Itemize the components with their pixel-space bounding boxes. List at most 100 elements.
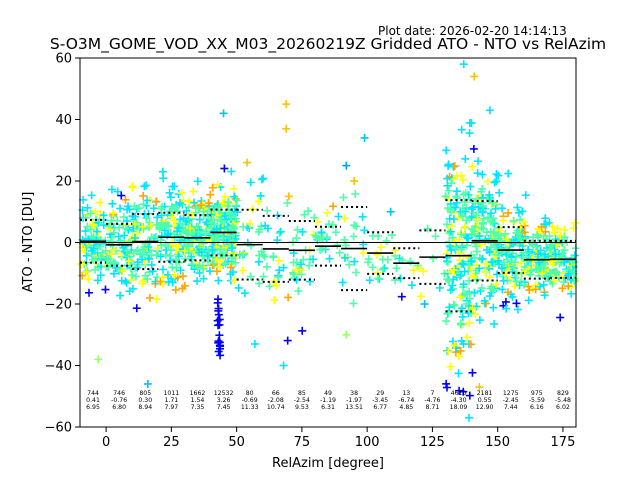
bin-count-label: 13 bbox=[402, 390, 410, 397]
scatter-point bbox=[152, 197, 161, 206]
scatter-point bbox=[116, 204, 125, 213]
scatter-point bbox=[82, 268, 91, 277]
scatter-point bbox=[168, 213, 177, 222]
scatter-point bbox=[465, 118, 474, 127]
scatter-point bbox=[454, 352, 463, 361]
scatter-point bbox=[208, 246, 217, 255]
scatter-point bbox=[243, 158, 252, 167]
scatter-point bbox=[129, 249, 138, 258]
scatter-point bbox=[212, 201, 221, 210]
x-tick-label: 100 bbox=[355, 435, 380, 450]
scatter-point bbox=[176, 266, 185, 275]
scatter-point bbox=[499, 276, 508, 285]
scatter-point bbox=[260, 252, 269, 261]
x-tick-label: 0 bbox=[102, 435, 110, 450]
scatter-point bbox=[137, 255, 146, 264]
bin-std-label: 6.77 bbox=[373, 404, 387, 411]
scatter-point bbox=[488, 198, 497, 207]
scatter-point bbox=[392, 264, 401, 273]
scatter-point bbox=[495, 188, 504, 197]
scatter-point bbox=[445, 229, 454, 238]
scatter-point bbox=[429, 254, 438, 263]
scatter-point bbox=[435, 283, 444, 292]
scatter-point bbox=[143, 196, 152, 205]
scatter-point bbox=[184, 197, 193, 206]
scatter-point bbox=[461, 154, 470, 163]
scatter-point bbox=[480, 296, 489, 305]
bin-count-label: 1662 bbox=[190, 390, 206, 397]
scatter-point bbox=[513, 203, 522, 212]
scatter-point bbox=[231, 258, 240, 267]
scatter-point bbox=[520, 237, 529, 246]
scatter-point bbox=[276, 227, 285, 236]
scatter-point bbox=[442, 383, 451, 392]
scatter-point bbox=[246, 178, 255, 187]
scatter-point bbox=[104, 254, 113, 263]
scatter-point bbox=[467, 257, 476, 266]
scatter-point bbox=[496, 247, 505, 256]
scatter-point bbox=[166, 256, 175, 265]
scatter-point bbox=[517, 259, 526, 268]
scatter-point bbox=[134, 204, 143, 213]
bin-count-label: 12532 bbox=[214, 390, 234, 397]
bin-count-label: 805 bbox=[139, 390, 151, 397]
scatter-point bbox=[494, 171, 503, 180]
scatter-point bbox=[80, 247, 89, 256]
bin-mean-label: -1.97 bbox=[346, 397, 362, 404]
scatter-point bbox=[431, 232, 440, 241]
scatter-point bbox=[387, 231, 396, 240]
scatter-point bbox=[454, 213, 463, 222]
scatter-point bbox=[498, 264, 507, 273]
scatter-point bbox=[182, 229, 191, 238]
bin-mean-label: -0.76 bbox=[111, 397, 127, 404]
scatter-point bbox=[216, 245, 225, 254]
scatter-point bbox=[188, 260, 197, 269]
scatter-point bbox=[131, 233, 140, 242]
y-tick-label: −40 bbox=[45, 359, 72, 374]
scatter-point bbox=[442, 379, 451, 388]
scatter-point bbox=[452, 187, 461, 196]
scatter-point bbox=[350, 177, 359, 185]
scatter-point bbox=[373, 250, 382, 259]
scatter-point bbox=[560, 233, 569, 242]
scatter-point bbox=[532, 265, 541, 274]
scatter-point bbox=[87, 191, 96, 200]
scatter-point bbox=[493, 270, 502, 279]
scatter-point bbox=[159, 273, 168, 282]
scatter-point bbox=[215, 315, 224, 324]
scatter-point bbox=[463, 290, 472, 299]
scatter-point bbox=[110, 228, 119, 237]
scatter-point bbox=[96, 271, 105, 280]
scatter-point bbox=[146, 222, 155, 231]
scatter-point bbox=[127, 276, 136, 285]
scatter-point bbox=[419, 267, 428, 276]
scatter-point bbox=[475, 383, 484, 392]
scatter-point bbox=[485, 248, 494, 257]
scatter-point bbox=[83, 203, 92, 212]
bin-std-label: 4.85 bbox=[399, 404, 413, 411]
scatter-point bbox=[182, 217, 191, 226]
scatter-point bbox=[382, 236, 391, 245]
scatter-point bbox=[195, 215, 204, 224]
scatter-point bbox=[254, 227, 263, 236]
scatter-point bbox=[448, 337, 457, 346]
scatter-point bbox=[228, 244, 237, 253]
bin-count-label: 829 bbox=[557, 390, 569, 397]
bin-std-label: 6.02 bbox=[556, 404, 570, 411]
y-tick-label: 20 bbox=[55, 175, 72, 190]
scatter-point bbox=[194, 227, 203, 236]
scatter-point bbox=[556, 313, 565, 322]
scatter-point bbox=[556, 231, 565, 240]
scatter-point bbox=[184, 248, 193, 257]
scatter-point bbox=[159, 265, 168, 274]
bin-std-label: 9.53 bbox=[295, 404, 309, 411]
x-tick-label: 175 bbox=[551, 435, 576, 450]
scatter-point bbox=[407, 281, 416, 290]
scatter-point bbox=[510, 282, 519, 291]
scatter-point bbox=[84, 275, 93, 284]
scatter-point bbox=[519, 218, 528, 227]
scatter-point bbox=[173, 207, 182, 216]
scatter-point bbox=[213, 298, 222, 307]
scatter-point bbox=[477, 223, 486, 232]
scatter-point bbox=[483, 177, 492, 186]
